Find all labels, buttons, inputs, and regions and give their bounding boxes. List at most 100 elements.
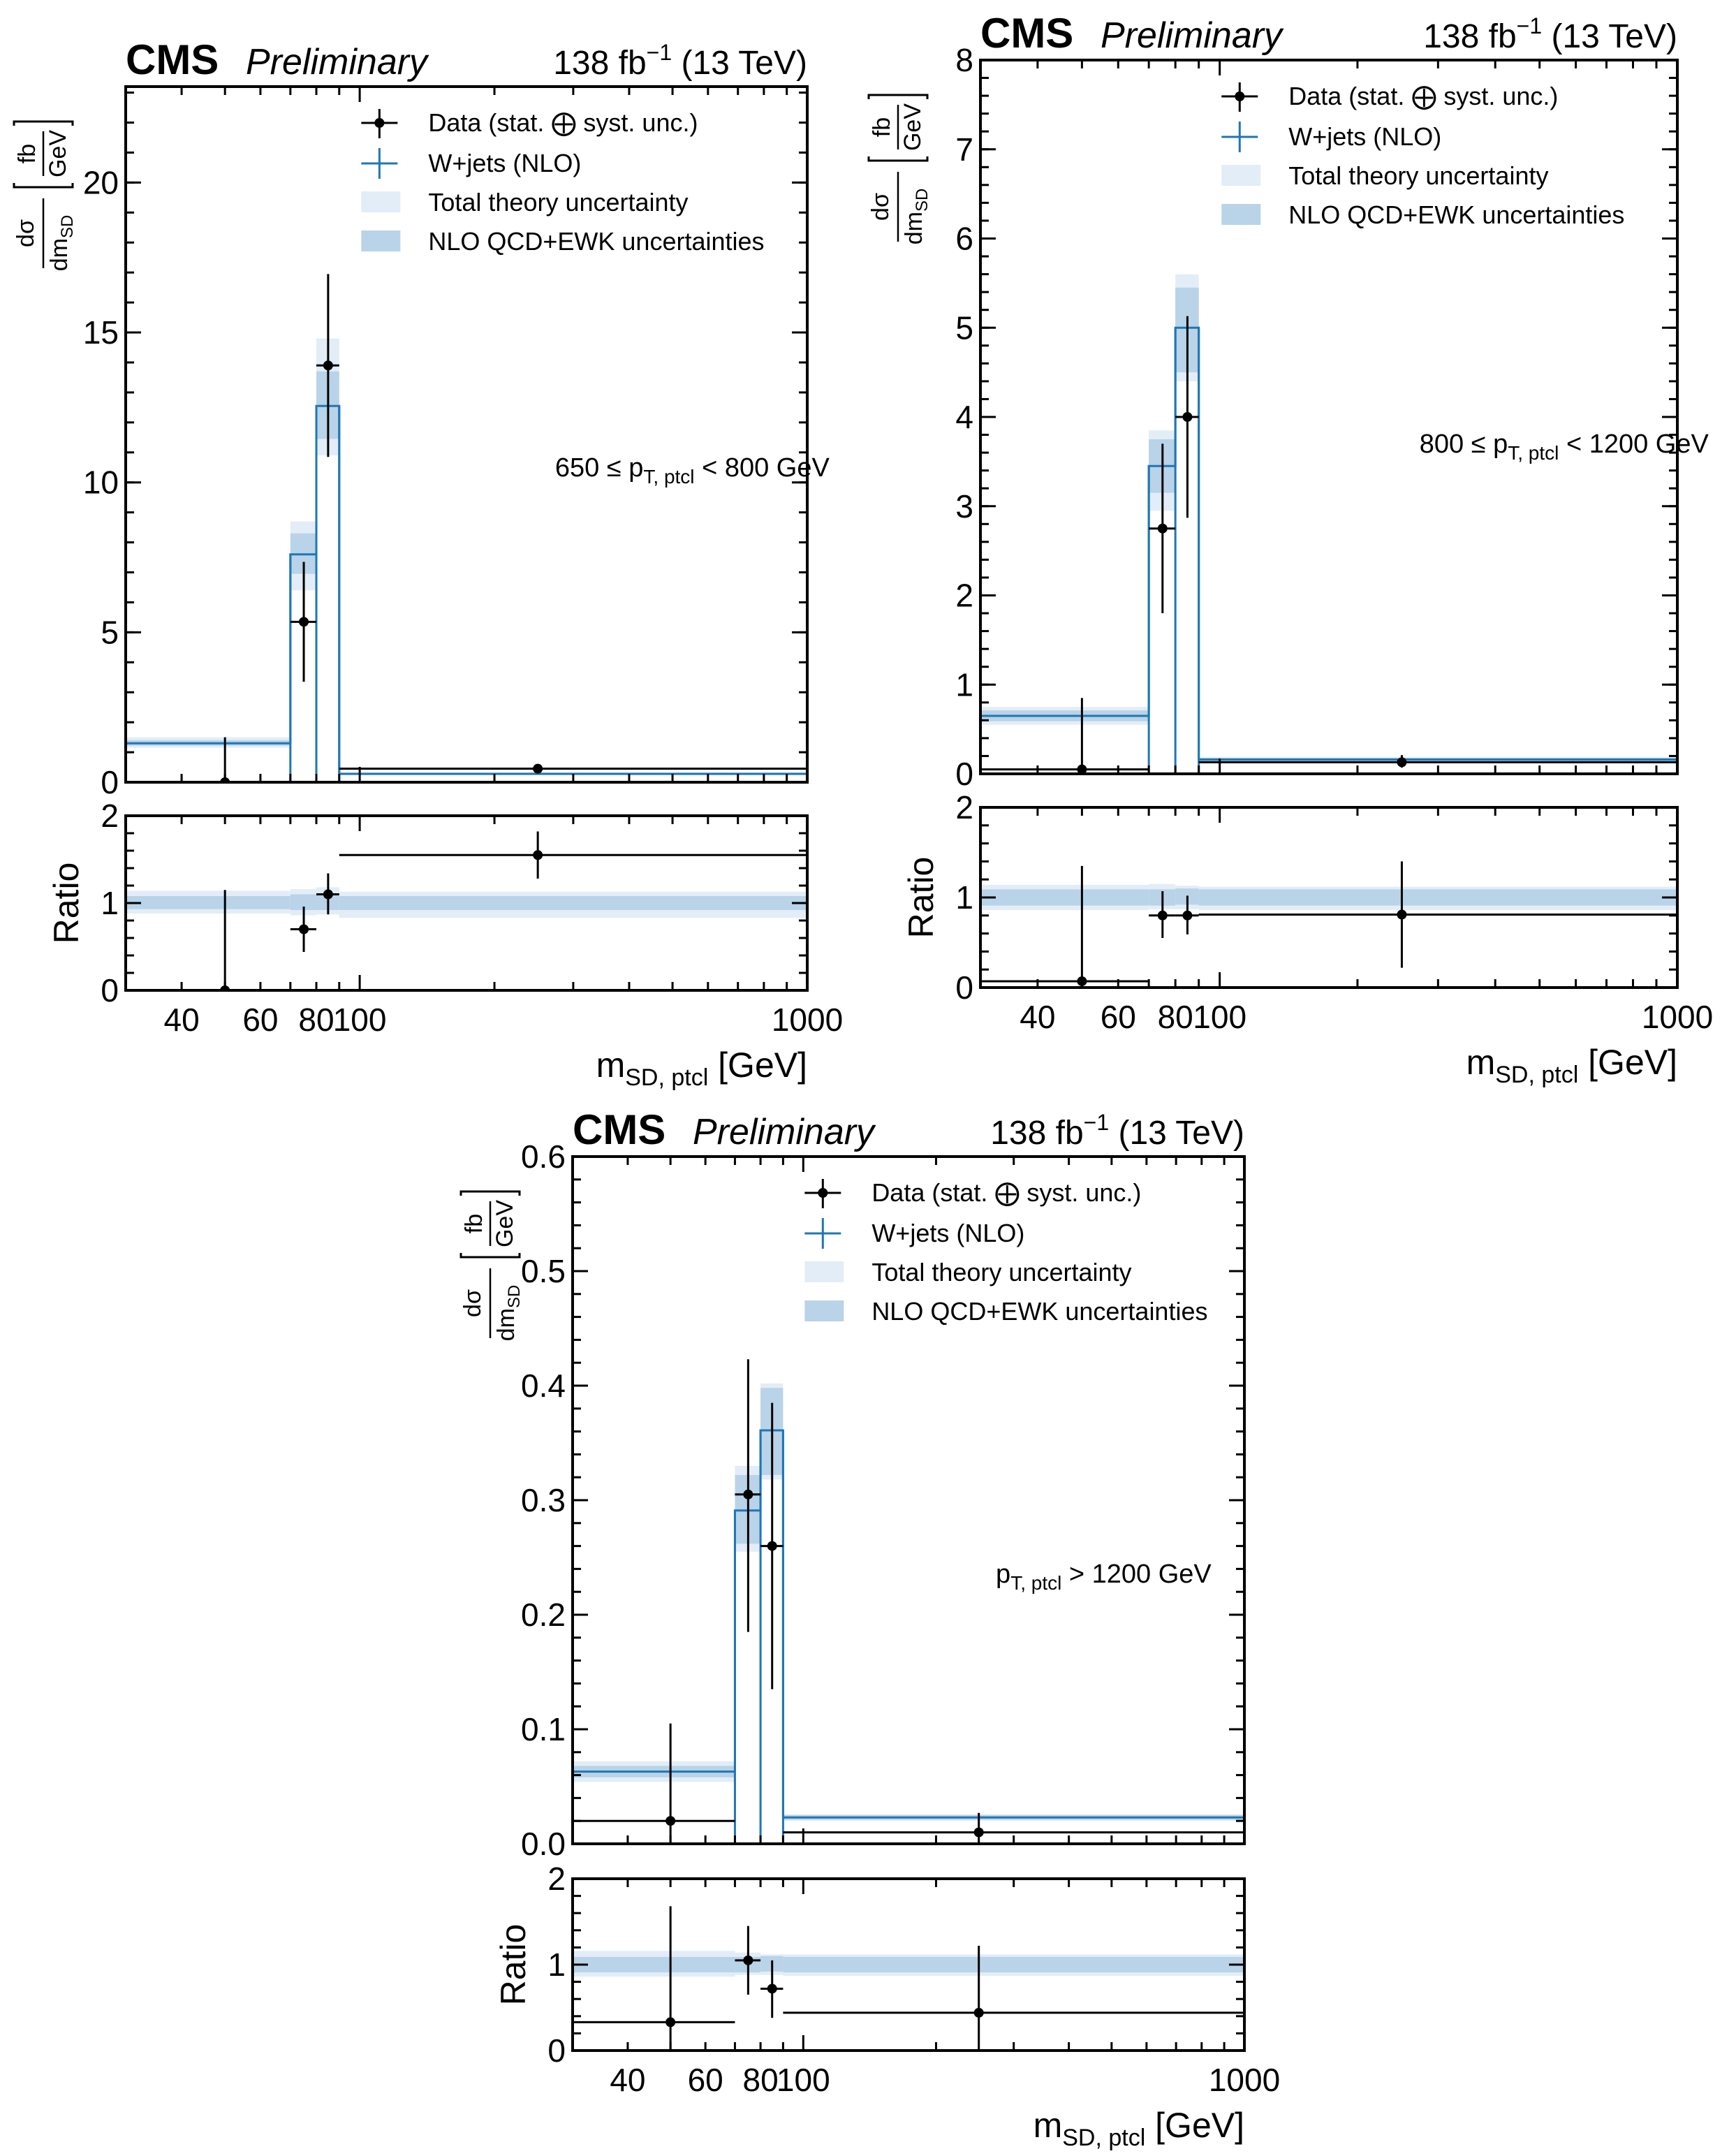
lumi-exponent: −1 — [1084, 1110, 1109, 1135]
y-tick-label: 2 — [955, 578, 973, 614]
y-unit-bracket-right — [13, 120, 74, 126]
x-axis-unit: [GeV] — [1578, 1043, 1677, 1082]
x-ticks — [626, 1157, 1226, 2051]
lumi-exponent: −1 — [1517, 13, 1542, 38]
legend-entry: W+jets (NLO) — [428, 149, 581, 177]
x-tick-label: 1000 — [772, 1002, 843, 1038]
ratio-point — [973, 2007, 984, 2018]
region-tail: < 1200 GeV — [1559, 430, 1709, 459]
lumi-value: 138 fb — [553, 45, 646, 82]
main-frame — [124, 85, 809, 784]
region-annotation: 650 ≤ pT, ptcl < 800 GeV — [555, 453, 830, 487]
experiment-label: CMS — [573, 1106, 665, 1153]
y-unit-bracket-left — [13, 183, 74, 189]
legend-total-swatch — [361, 191, 401, 212]
y-tick-label: 0.0 — [521, 1826, 566, 1862]
y-title-den-sub: SD — [913, 189, 932, 212]
y-tick-label: 10 — [83, 464, 119, 501]
region-tail: < 800 GeV — [695, 453, 830, 483]
ratio-tick-label: 2 — [101, 798, 119, 834]
main-plot-area — [573, 1359, 1244, 1844]
x-tick-label: 40 — [1020, 999, 1055, 1035]
x-axis-subscript: SD, ptcl — [1495, 1062, 1578, 1088]
legend-nlo-swatch — [1221, 204, 1261, 225]
status-label: Preliminary — [693, 1112, 876, 1152]
ratio-nlo-band — [290, 894, 316, 910]
y-unit-bracket-left — [867, 156, 929, 162]
data-point — [767, 1541, 777, 1551]
data-point — [743, 1489, 753, 1499]
region-tail: > 1200 GeV — [1061, 1560, 1212, 1589]
y-unit-denominator: GeV — [899, 103, 926, 151]
data-point — [1397, 757, 1407, 768]
y-title-numerator: dσ — [459, 1289, 486, 1317]
y-ticks — [980, 59, 1677, 989]
ratio-tick-label: 0 — [955, 969, 973, 1006]
y-title-den-symbol: dm — [46, 238, 73, 271]
y-title-denominator: dmSD — [493, 1285, 524, 1342]
y-tick-label: 0.6 — [521, 1138, 566, 1175]
x-axis-unit: [GeV] — [708, 1046, 807, 1085]
x-tick-label: 40 — [610, 2062, 645, 2098]
y-tick-label: 7 — [955, 131, 973, 168]
ratio-nlo-band — [980, 889, 1149, 906]
ratio-tick-label: 1 — [955, 879, 973, 916]
y-title-den-sub: SD — [58, 215, 77, 238]
ratio-tick-label: 2 — [547, 1861, 566, 1897]
legend-data-marker — [818, 1188, 828, 1198]
legend-entry: Total theory uncertainty — [1288, 161, 1548, 190]
x-ticks — [1036, 60, 1658, 988]
y-title-den-symbol: dm — [493, 1308, 520, 1341]
region-label: 800 ≤ p — [1420, 430, 1508, 459]
x-ticks — [180, 87, 788, 990]
ratio-nlo-band — [573, 1956, 735, 1973]
experiment-label: CMS — [126, 36, 219, 83]
legend-data-marker — [374, 118, 385, 128]
energy-label: (13 TeV) — [1542, 18, 1677, 55]
ratio-plot-area — [126, 831, 807, 990]
region-label: 650 ≤ p — [555, 453, 644, 483]
legend-entry: Total theory uncertainty — [428, 188, 688, 217]
legend-entry: W+jets (NLO) — [1288, 122, 1441, 151]
y-tick-label: 20 — [83, 164, 119, 200]
lumi-label: 138 fb−1 (13 TeV) — [990, 1110, 1244, 1152]
ratio-point — [665, 2017, 676, 2027]
y-unit-bracket-right — [459, 1190, 521, 1196]
lumi-value: 138 fb — [990, 1115, 1083, 1152]
legend-entry: NLO QCD+EWK uncertainties — [1288, 200, 1624, 229]
x-tick-label: 80 — [1158, 999, 1193, 1035]
legend-entry: Total theory uncertainty — [871, 1258, 1131, 1286]
y-ticks — [573, 1155, 1244, 2052]
y-unit-numerator: fb — [461, 1214, 487, 1233]
y-tick-label: 8 — [955, 42, 973, 78]
y-tick-label: 5 — [955, 309, 973, 346]
legend: Data (stat. ⨁ syst. unc.) W+jets (NLO) Tot… — [1221, 82, 1624, 229]
ratio-point — [533, 850, 543, 860]
x-tick-label: 60 — [688, 2062, 723, 2098]
x-tick-label: 100 — [1193, 999, 1246, 1035]
ratio-point — [767, 1983, 777, 1994]
y-title-den-sub: SD — [505, 1285, 524, 1308]
x-axis-title: mSD, ptcl [GeV] — [596, 1046, 807, 1091]
ratio-point — [1397, 909, 1407, 920]
y-tick-label: 5 — [101, 614, 119, 650]
region-annotation: pT, ptcl > 1200 GeV — [996, 1560, 1212, 1594]
x-axis-subscript: SD, ptcl — [625, 1064, 708, 1091]
ratio-nlo-band — [339, 896, 807, 910]
region-subscript: T, ptcl — [1508, 442, 1559, 464]
x-tick-label: 40 — [163, 1002, 199, 1038]
legend-data-marker — [1235, 91, 1245, 101]
ratio-tick-label: 0 — [547, 2032, 566, 2069]
legend-nlo-swatch — [804, 1300, 844, 1321]
x-axis-title: mSD, ptcl [GeV] — [1466, 1043, 1677, 1088]
x-axis-symbol: m — [1466, 1043, 1496, 1082]
lumi-label: 138 fb−1 (13 TeV) — [553, 40, 807, 82]
legend-nlo-swatch — [361, 230, 401, 251]
ratio-tick-label: 1 — [101, 885, 119, 921]
x-tick-label: 100 — [777, 2062, 830, 2098]
y-tick-label: 0.2 — [521, 1597, 566, 1633]
legend-entry: Data (stat. ⨁ syst. unc.) — [871, 1178, 1141, 1207]
